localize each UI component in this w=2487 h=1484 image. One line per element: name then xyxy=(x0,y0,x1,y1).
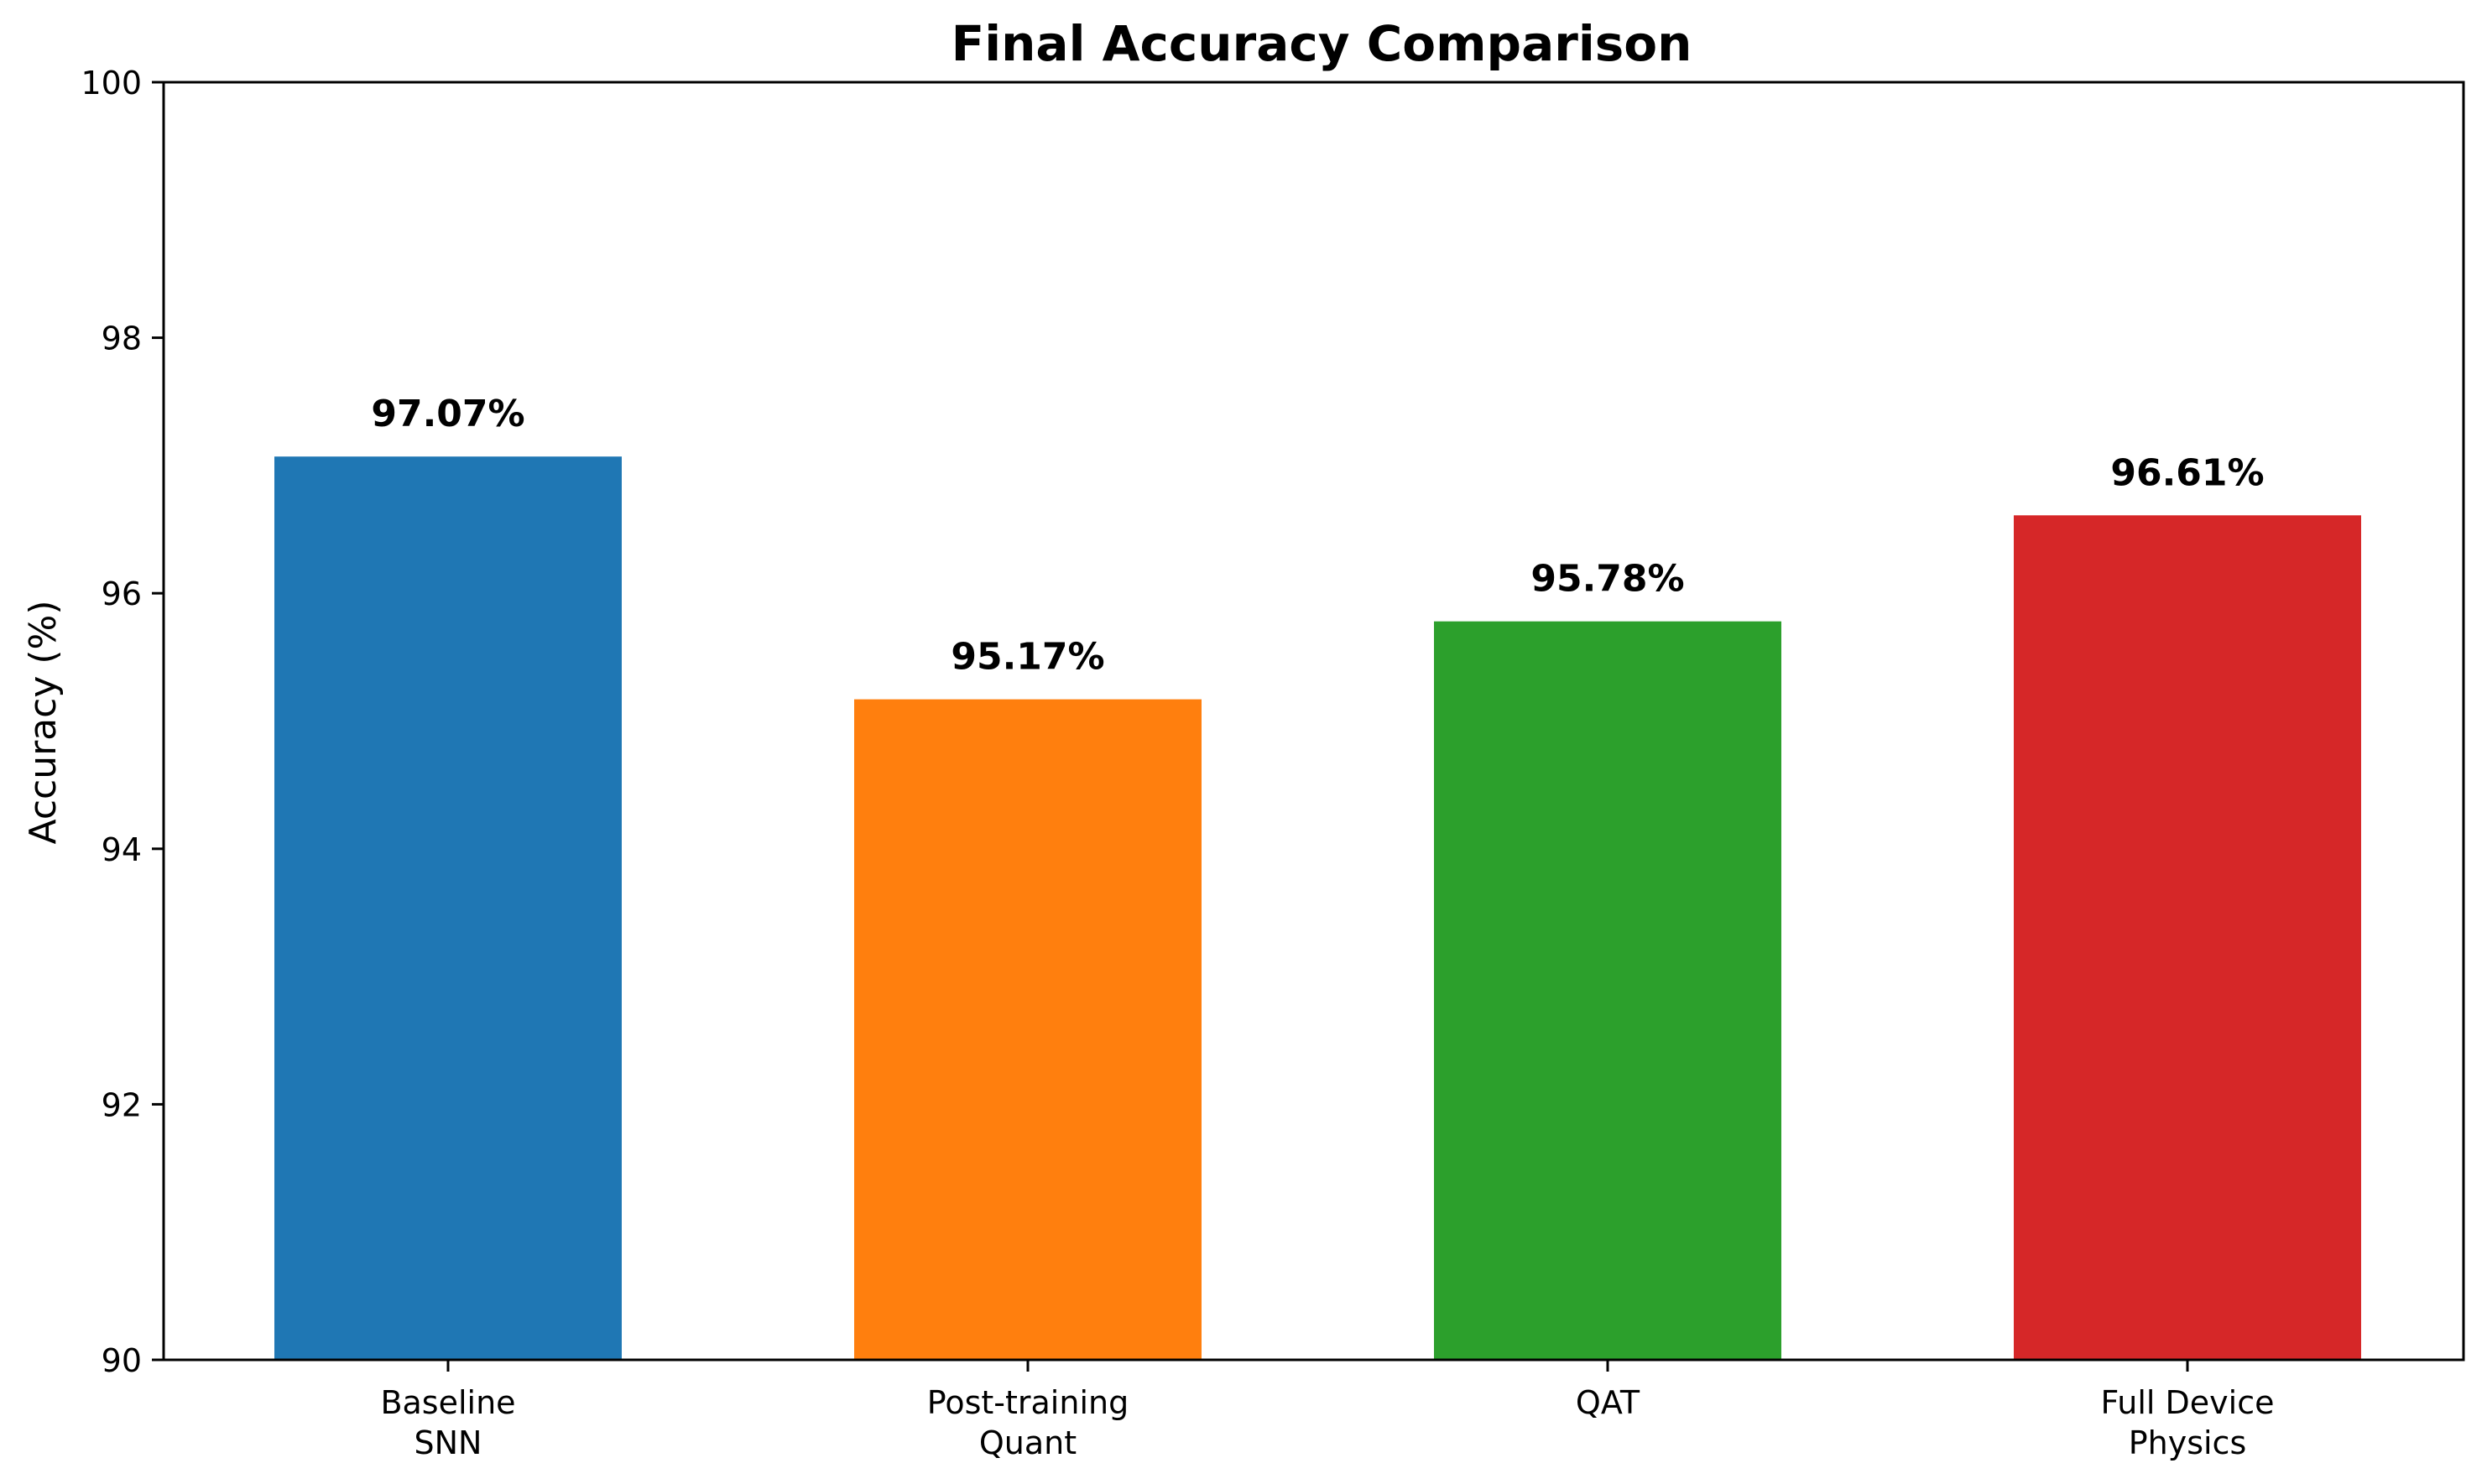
bar xyxy=(854,699,1202,1360)
x-tick-label: Baseline xyxy=(380,1384,515,1421)
plot-frame xyxy=(162,81,2465,1362)
data-label: 95.17% xyxy=(951,636,1104,679)
x-tick-label: QAT xyxy=(1576,1384,1640,1421)
data-label: 96.61% xyxy=(2110,451,2264,494)
bar xyxy=(2014,515,2361,1360)
chart-title: Final Accuracy Comparison xyxy=(952,15,1692,72)
x-tick-label: SNN xyxy=(414,1424,482,1461)
bar xyxy=(1434,621,1781,1360)
y-tick-label: 100 xyxy=(81,65,142,102)
y-tick-label: 90 xyxy=(102,1342,142,1379)
y-axis-label: Accuracy (%) xyxy=(22,600,65,844)
x-tick-label: Physics xyxy=(2129,1424,2247,1461)
data-label: 95.78% xyxy=(1530,558,1684,601)
y-tick-label: 92 xyxy=(102,1086,142,1123)
y-tick-label: 94 xyxy=(102,831,142,868)
x-tick-label: Full Device xyxy=(2100,1384,2274,1421)
x-tick-label: Quant xyxy=(979,1424,1077,1461)
x-tick-label: Post-training xyxy=(927,1384,1129,1421)
y-tick-label: 96 xyxy=(102,575,142,612)
y-tick-label: 98 xyxy=(102,320,142,357)
bar xyxy=(274,456,622,1360)
data-label: 97.07% xyxy=(371,393,524,435)
